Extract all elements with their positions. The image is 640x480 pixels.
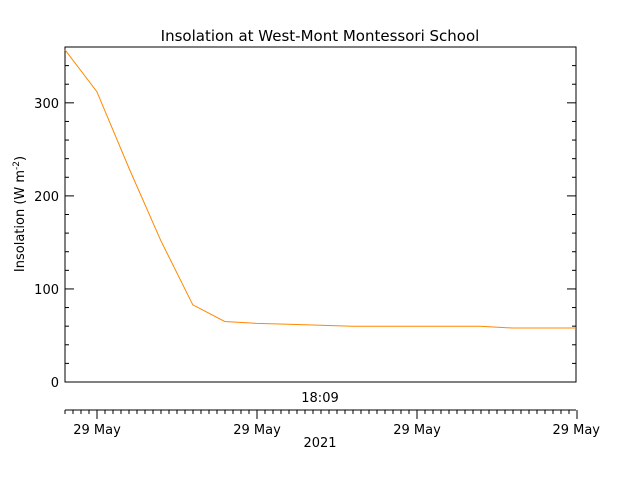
y-tick-label: 0: [51, 376, 59, 391]
series-line: [64, 49, 576, 329]
plot-frame: [64, 46, 577, 383]
date-tick-label: 29 May: [552, 423, 600, 438]
year-label: 2021: [303, 436, 336, 451]
date-axis-ticks: [64, 410, 578, 419]
y-tick-label: 200: [34, 190, 59, 205]
time-label: 18:09: [301, 391, 338, 406]
y-tick-label: 100: [34, 283, 59, 298]
y-axis-label: Insolation (W m-2): [12, 156, 28, 272]
date-tick-label: 29 May: [233, 423, 281, 438]
chart-title: Insolation at West-Mont Montessori Schoo…: [161, 27, 480, 45]
y-axis-ticks: [65, 46, 576, 383]
date-tick-label: 29 May: [393, 423, 441, 438]
date-tick-label: 29 May: [73, 423, 121, 438]
y-tick-label: 300: [34, 97, 59, 112]
series-group: [64, 49, 576, 329]
y-axis-tick-labels: 0 100 200 300: [34, 97, 59, 391]
date-axis-tick-labels: 29 May 29 May 29 May 29 May: [73, 423, 600, 438]
